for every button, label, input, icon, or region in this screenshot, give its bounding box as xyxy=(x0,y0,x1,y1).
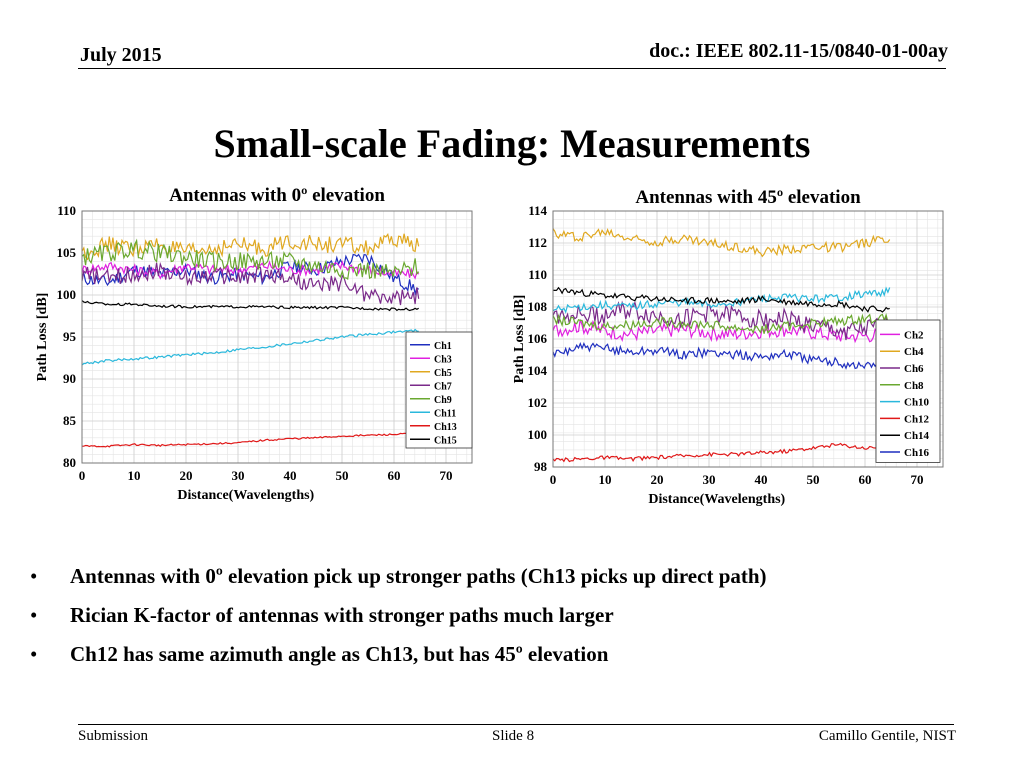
y-tick-label: 98 xyxy=(534,459,548,474)
legend-label: Ch8 xyxy=(904,380,924,392)
x-tick-label: 10 xyxy=(128,468,141,483)
x-tick-label: 20 xyxy=(651,472,664,487)
x-tick-label: 10 xyxy=(599,472,612,487)
y-tick-label: 100 xyxy=(528,427,548,442)
y-tick-label: 95 xyxy=(63,329,77,344)
footer-submission: Submission xyxy=(78,728,149,744)
series-line-ch3 xyxy=(81,260,420,280)
chart-2-title: Antennas with 45º elevation xyxy=(635,187,861,208)
series-line-ch4 xyxy=(552,227,891,258)
series-line-ch14 xyxy=(552,286,890,313)
x-axis-label: Distance(Wavelengths) xyxy=(177,488,314,503)
legend-label: Ch1 xyxy=(434,341,452,352)
series-line-ch11 xyxy=(81,328,419,366)
legend-box xyxy=(875,319,941,463)
legend-label: Ch2 xyxy=(904,329,924,341)
legend-label: Ch15 xyxy=(434,435,457,446)
y-tick-label: 114 xyxy=(528,203,547,218)
bullet-marker: • xyxy=(30,603,38,627)
bullet-item: • Ch12 has same azimuth angle as Ch13, b… xyxy=(30,640,990,679)
legend-label: Ch5 xyxy=(434,368,452,379)
y-tick-label: 90 xyxy=(63,371,76,386)
y-tick-label: 102 xyxy=(528,395,548,410)
header-date: July 2015 xyxy=(80,44,162,66)
x-tick-label: 0 xyxy=(79,468,86,483)
header-doc-id: doc.: IEEE 802.11-15/0840-01-00ay xyxy=(649,40,948,62)
legend-label: Ch3 xyxy=(434,354,452,365)
x-tick-label: 70 xyxy=(911,472,924,487)
y-tick-label: 85 xyxy=(63,413,77,428)
y-tick-label: 105 xyxy=(57,245,77,260)
bullet-list: • Antennas with 0º elevation pick up str… xyxy=(30,562,990,679)
plot-frame xyxy=(552,210,944,468)
y-axis-label: Path Loss [dB] xyxy=(512,295,527,384)
y-tick-label: 112 xyxy=(528,235,547,250)
footer-author: Camillo Gentile, NIST xyxy=(818,728,956,744)
bullet-text: Antennas with 0º elevation pick up stron… xyxy=(70,564,767,588)
legend-label: Ch13 xyxy=(434,422,457,433)
bullet-item: • Antennas with 0º elevation pick up str… xyxy=(30,562,990,601)
y-tick-label: 100 xyxy=(57,287,77,302)
series-line-ch13 xyxy=(82,432,419,448)
x-tick-label: 40 xyxy=(284,468,297,483)
x-tick-label: 60 xyxy=(388,468,401,483)
legend-label: Ch9 xyxy=(434,395,452,406)
legend-label: Ch10 xyxy=(904,397,930,409)
y-tick-label: 108 xyxy=(528,299,548,314)
x-tick-label: 30 xyxy=(232,468,245,483)
bullet-text: Ch12 has same azimuth angle as Ch13, but… xyxy=(70,642,609,666)
chart-1-title: Antennas with 0º elevation xyxy=(169,185,385,206)
series-line-ch16 xyxy=(552,341,890,370)
legend-label: Ch4 xyxy=(904,346,924,358)
x-tick-label: 60 xyxy=(859,472,872,487)
charts-canvas: 0 10 20 30 40 50 60 7080859095100105110Distance… xyxy=(35,203,944,507)
legend-label: Ch14 xyxy=(904,430,930,442)
series-line-ch6 xyxy=(552,300,890,341)
bullet-marker: • xyxy=(30,642,38,666)
slide-title: Small-scale Fading: Measurements xyxy=(213,121,811,166)
y-tick-label: 104 xyxy=(528,363,548,378)
y-axis-label: Path Loss [dB] xyxy=(35,293,50,382)
series-line-ch10 xyxy=(552,286,891,314)
legend-box xyxy=(405,331,473,449)
x-tick-label: 50 xyxy=(807,472,820,487)
x-tick-label: 70 xyxy=(440,468,453,483)
footer-divider xyxy=(78,724,954,725)
footer-slide-number: Slide 8 xyxy=(492,728,535,744)
y-tick-label: 110 xyxy=(57,203,76,218)
series-line-ch8 xyxy=(552,313,891,335)
legend-label: Ch16 xyxy=(904,447,930,459)
x-tick-label: 30 xyxy=(703,472,716,487)
series-line-ch15 xyxy=(81,300,420,312)
bullet-item: • Rician K-factor of antennas with stron… xyxy=(30,601,990,640)
x-axis-label: Distance(Wavelengths) xyxy=(648,492,785,507)
bullet-marker: • xyxy=(30,564,38,588)
y-tick-label: 110 xyxy=(528,267,547,282)
series-line-ch2 xyxy=(552,319,891,344)
x-tick-label: 0 xyxy=(550,472,557,487)
legend-label: Ch7 xyxy=(434,381,452,392)
legend-label: Ch11 xyxy=(434,408,456,419)
series-line-ch9 xyxy=(81,238,420,281)
x-tick-label: 50 xyxy=(336,468,349,483)
x-tick-label: 20 xyxy=(180,468,193,483)
y-tick-label: 80 xyxy=(63,455,76,470)
y-tick-label: 106 xyxy=(528,331,548,346)
legend-label: Ch12 xyxy=(904,413,930,425)
legend-label: Ch6 xyxy=(904,363,924,375)
header-divider xyxy=(78,68,946,69)
x-tick-label: 40 xyxy=(755,472,768,487)
bullet-text: Rician K-factor of antennas with stronge… xyxy=(70,603,614,627)
series-line-ch7 xyxy=(81,261,420,306)
series-line-ch12 xyxy=(552,442,891,463)
